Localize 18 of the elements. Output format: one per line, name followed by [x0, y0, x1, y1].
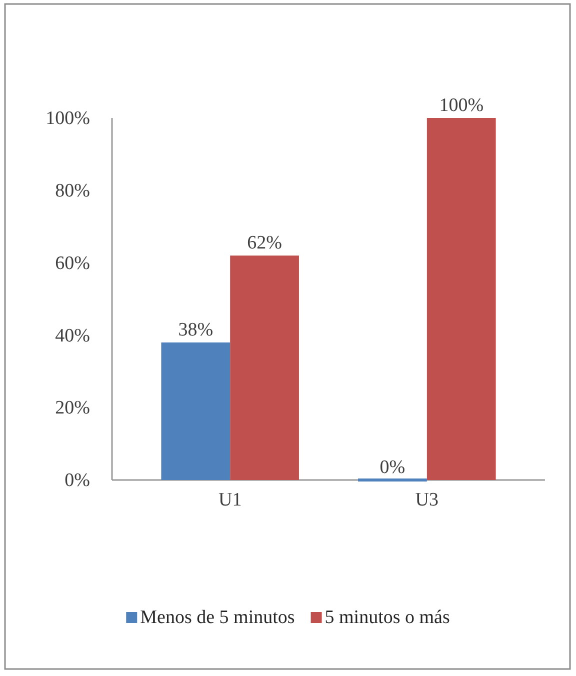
- y-tick-label: 80%: [55, 180, 90, 202]
- bar: [358, 478, 427, 482]
- y-tick-label: 100%: [46, 108, 90, 130]
- legend-label: 5 minutos o más: [324, 607, 450, 628]
- x-tick-label: U1: [218, 489, 242, 510]
- legend-label: Menos de 5 minutos: [140, 607, 295, 628]
- y-tick-label: 40%: [55, 325, 90, 346]
- y-tick-label: 60%: [55, 252, 90, 274]
- data-label: 0%: [380, 457, 406, 478]
- data-label: 62%: [247, 232, 282, 254]
- bar: [161, 342, 230, 480]
- data-label: 100%: [439, 95, 484, 116]
- bar: [426, 118, 496, 480]
- x-tick-label: U3: [415, 489, 439, 510]
- y-tick-label: 20%: [55, 398, 90, 419]
- data-label: 38%: [178, 319, 214, 340]
- y-tick-label: 0%: [64, 470, 90, 492]
- bar: [230, 256, 299, 480]
